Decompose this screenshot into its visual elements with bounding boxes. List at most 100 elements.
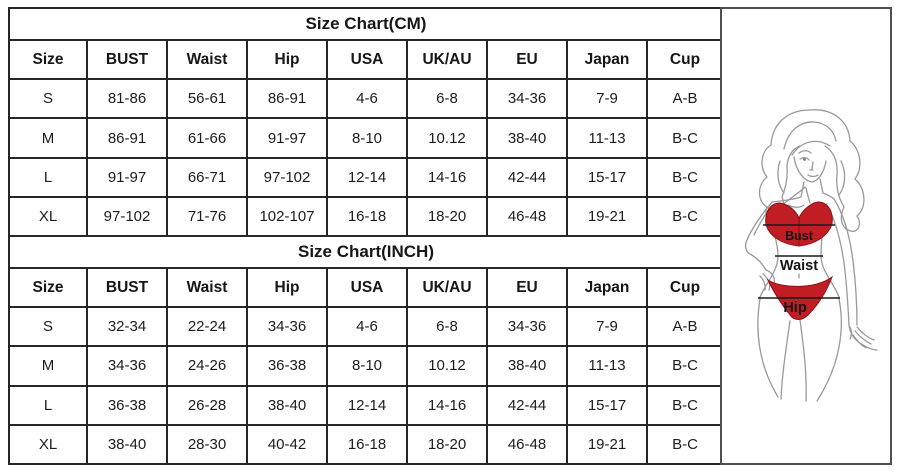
- value-cell: B-C: [646, 156, 724, 198]
- size-label-cell: M: [8, 117, 88, 159]
- column-header: Cup: [646, 39, 724, 81]
- column-header: EU: [486, 267, 568, 309]
- size-chart-table: Size Chart(CM) Size BUST Waist Hip USA UK/AU EU…: [8, 6, 724, 466]
- value-cell: 7-9: [566, 78, 648, 120]
- column-header: Waist: [166, 39, 248, 81]
- size-label-cell: L: [8, 384, 88, 426]
- value-cell: 28-30: [166, 423, 248, 466]
- value-cell: 8-10: [326, 345, 408, 387]
- size-chart-tables: Size Chart(CM) Size BUST Waist Hip USA UK/AU EU…: [8, 6, 724, 466]
- value-cell: 81-86: [86, 78, 168, 120]
- value-cell: B-C: [646, 423, 724, 466]
- value-cell: 34-36: [86, 345, 168, 387]
- size-chart-table-body: Size Chart(CM) Size BUST Waist Hip USA UK/AU EU…: [8, 6, 724, 466]
- value-cell: A-B: [646, 306, 724, 348]
- value-cell: 34-36: [486, 306, 568, 348]
- value-cell: 38-40: [486, 345, 568, 387]
- size-label-cell: S: [8, 306, 88, 348]
- column-header: Japan: [566, 39, 648, 81]
- column-header: Japan: [566, 267, 648, 309]
- shoulder-sketch: [771, 192, 835, 203]
- value-cell: 38-40: [86, 423, 168, 466]
- column-header: USA: [326, 39, 408, 81]
- value-cell: 86-91: [86, 117, 168, 159]
- value-cell: 18-20: [406, 195, 488, 237]
- value-cell: 11-13: [566, 345, 648, 387]
- value-cell: 86-91: [246, 78, 328, 120]
- size-label-cell: XL: [8, 195, 88, 237]
- column-header: Hip: [246, 267, 328, 309]
- value-cell: 19-21: [566, 423, 648, 466]
- value-cell: 8-10: [326, 117, 408, 159]
- value-cell: 19-21: [566, 195, 648, 237]
- value-cell: B-C: [646, 195, 724, 237]
- value-cell: B-C: [646, 117, 724, 159]
- column-header: Size: [8, 267, 88, 309]
- value-cell: 18-20: [406, 423, 488, 466]
- size-label-cell: L: [8, 156, 88, 198]
- face-sketch: [793, 150, 827, 183]
- value-cell: 16-18: [326, 195, 408, 237]
- bust-label: Bust: [785, 229, 814, 243]
- column-header: Hip: [246, 39, 328, 81]
- value-cell: 4-6: [326, 306, 408, 348]
- value-cell: 46-48: [486, 195, 568, 237]
- section-title: Size Chart(INCH): [8, 234, 724, 270]
- size-row: L 36-38 26-28 38-40 12-14 14-16 42-44 15-17 B-C: [8, 384, 724, 426]
- value-cell: 34-36: [246, 306, 328, 348]
- value-cell: 36-38: [86, 384, 168, 426]
- value-cell: 7-9: [566, 306, 648, 348]
- measurement-figure-illustration: Bust Waist Hip: [744, 109, 878, 402]
- value-cell: 102-107: [246, 195, 328, 237]
- value-cell: 16-18: [326, 423, 408, 466]
- size-row: M 34-36 24-26 36-38 8-10 10.12 38-40 11-13 B-C: [8, 345, 724, 387]
- value-cell: 42-44: [486, 156, 568, 198]
- value-cell: 12-14: [326, 384, 408, 426]
- value-cell: 12-14: [326, 156, 408, 198]
- value-cell: 42-44: [486, 384, 568, 426]
- value-cell: 40-42: [246, 423, 328, 466]
- column-header: Waist: [166, 267, 248, 309]
- column-header: BUST: [86, 267, 168, 309]
- value-cell: 11-13: [566, 117, 648, 159]
- value-cell: 22-24: [166, 306, 248, 348]
- value-cell: 66-71: [166, 156, 248, 198]
- legs-sketch: [757, 298, 842, 402]
- value-cell: 46-48: [486, 423, 568, 466]
- column-header: BUST: [86, 39, 168, 81]
- value-cell: 24-26: [166, 345, 248, 387]
- bikini-strap-sketch: [781, 186, 811, 206]
- value-cell: 6-8: [406, 306, 488, 348]
- value-cell: 36-38: [246, 345, 328, 387]
- value-cell: 91-97: [246, 117, 328, 159]
- right-arm-sketch: [827, 198, 878, 351]
- value-cell: 32-34: [86, 306, 168, 348]
- value-cell: 4-6: [326, 78, 408, 120]
- size-row: XL 97-102 71-76 102-107 16-18 18-20 46-48 19-21…: [8, 195, 724, 237]
- size-row: S 32-34 22-24 34-36 4-6 6-8 34-36 7-9 A-B: [8, 306, 724, 348]
- column-header: USA: [326, 267, 408, 309]
- value-cell: 34-36: [486, 78, 568, 120]
- section-title: Size Chart(CM): [8, 6, 724, 42]
- value-cell: 71-76: [166, 195, 248, 237]
- bikini-top: [765, 201, 833, 247]
- value-cell: 10.12: [406, 345, 488, 387]
- size-label-cell: XL: [8, 423, 88, 466]
- value-cell: 10.12: [406, 117, 488, 159]
- size-row: M 86-91 61-66 91-97 8-10 10.12 38-40 11-13 B-C: [8, 117, 724, 159]
- value-cell: 14-16: [406, 384, 488, 426]
- size-row: S 81-86 56-61 86-91 4-6 6-8 34-36 7-9 A-B: [8, 78, 724, 120]
- value-cell: 15-17: [566, 384, 648, 426]
- value-cell: B-C: [646, 384, 724, 426]
- hip-label: Hip: [783, 300, 807, 316]
- column-header: Size: [8, 39, 88, 81]
- value-cell: 38-40: [486, 117, 568, 159]
- column-header: EU: [486, 39, 568, 81]
- measurement-figure-panel: Bust Waist Hip: [720, 7, 892, 465]
- value-cell: A-B: [646, 78, 724, 120]
- column-header: Cup: [646, 267, 724, 309]
- size-row: XL 38-40 28-30 40-42 16-18 18-20 46-48 19-21 B-C: [8, 423, 724, 466]
- value-cell: 91-97: [86, 156, 168, 198]
- value-cell: 15-17: [566, 156, 648, 198]
- column-header: UK/AU: [406, 267, 488, 309]
